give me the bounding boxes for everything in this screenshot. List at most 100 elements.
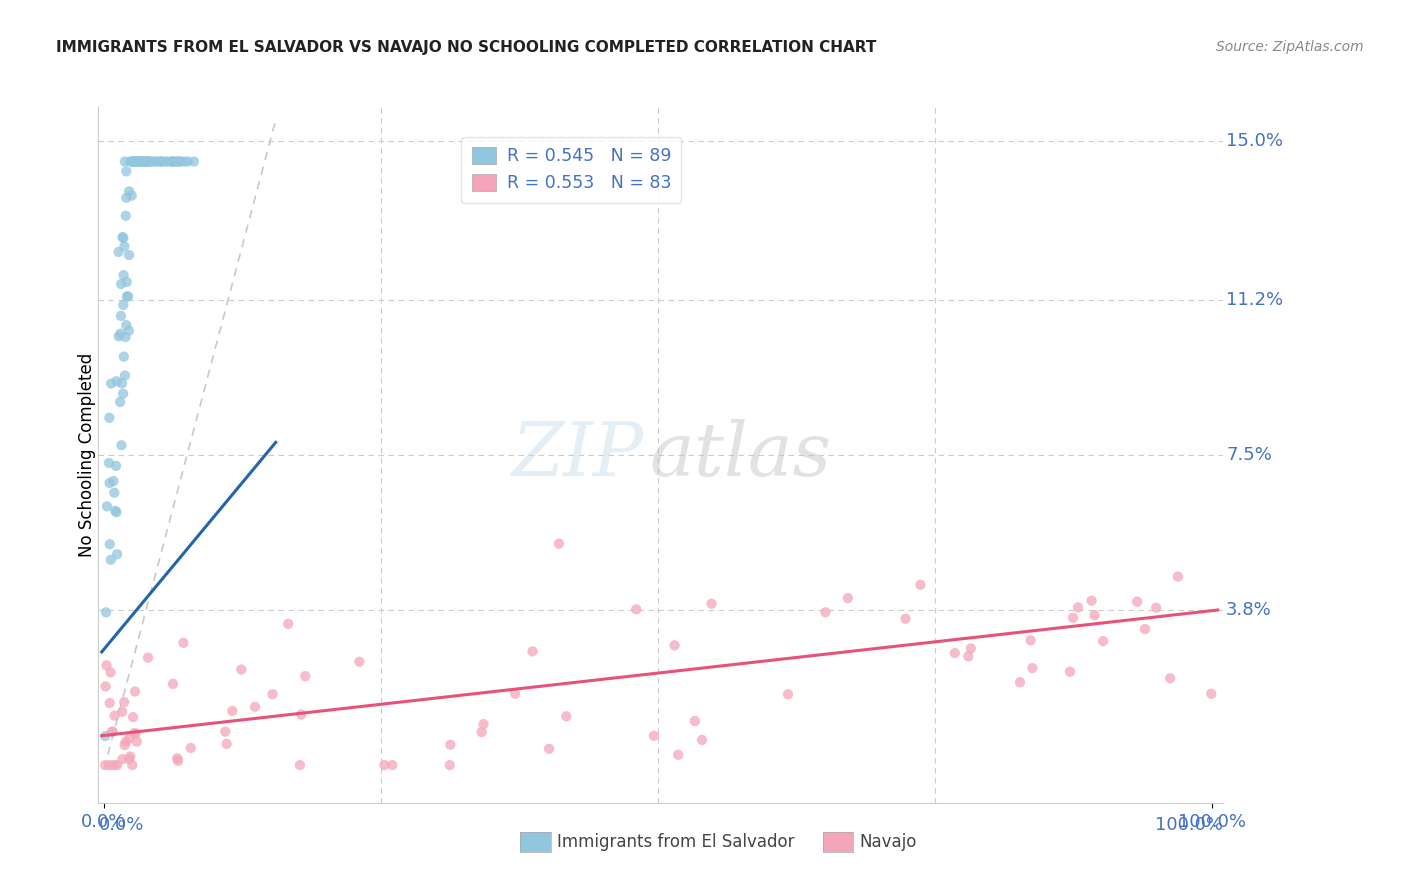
- Point: [136, 650, 159, 665]
- Point: [141, 154, 163, 169]
- Point: [115, 164, 138, 178]
- Point: [114, 368, 136, 383]
- Point: [125, 726, 148, 740]
- Text: Navajo: Navajo: [859, 833, 917, 851]
- Point: [111, 705, 134, 719]
- Point: [162, 677, 184, 691]
- Point: [115, 191, 138, 205]
- Point: [538, 741, 561, 756]
- Point: [1067, 600, 1090, 615]
- Point: [163, 154, 186, 169]
- Text: 3.8%: 3.8%: [1226, 601, 1272, 619]
- Point: [167, 754, 190, 768]
- Point: [139, 154, 162, 169]
- Point: [121, 154, 143, 169]
- Point: [103, 758, 125, 772]
- Point: [111, 752, 134, 766]
- Point: [122, 710, 145, 724]
- Point: [471, 725, 494, 739]
- Point: [110, 326, 132, 341]
- Point: [1062, 611, 1084, 625]
- Point: [910, 578, 932, 592]
- Point: [1159, 671, 1181, 685]
- Point: [101, 724, 124, 739]
- Point: [98, 475, 121, 490]
- Point: [128, 154, 150, 169]
- Point: [112, 298, 135, 312]
- Point: [101, 724, 124, 739]
- Point: [135, 154, 157, 169]
- Point: [145, 154, 167, 169]
- Point: [700, 597, 723, 611]
- Point: [100, 376, 122, 391]
- Point: [1080, 593, 1102, 607]
- Point: [160, 154, 183, 169]
- Point: [120, 154, 142, 169]
- Point: [156, 154, 179, 169]
- Point: [136, 154, 159, 169]
- Point: [108, 395, 131, 409]
- Point: [112, 350, 135, 364]
- Point: [124, 154, 146, 169]
- Point: [98, 537, 121, 551]
- Point: [125, 154, 148, 169]
- Text: IMMIGRANTS FROM EL SALVADOR VS NAVAJO NO SCHOOLING COMPLETED CORRELATION CHART: IMMIGRANTS FROM EL SALVADOR VS NAVAJO NO…: [56, 40, 876, 55]
- Point: [153, 154, 176, 169]
- Point: [118, 324, 141, 338]
- Point: [105, 547, 128, 561]
- Point: [1059, 665, 1081, 679]
- Point: [114, 330, 136, 344]
- Point: [1167, 569, 1189, 583]
- Point: [94, 605, 117, 619]
- Point: [503, 687, 526, 701]
- Point: [960, 641, 983, 656]
- Point: [129, 154, 152, 169]
- Point: [1021, 661, 1043, 675]
- Point: [122, 154, 145, 169]
- Point: [120, 749, 142, 764]
- Point: [214, 724, 236, 739]
- Point: [177, 154, 200, 169]
- Point: [814, 605, 837, 619]
- Point: [231, 663, 253, 677]
- Y-axis label: No Schooling Completed: No Schooling Completed: [79, 353, 96, 557]
- Point: [124, 154, 146, 169]
- Point: [111, 230, 134, 244]
- Point: [105, 505, 128, 519]
- Text: ZIP: ZIP: [512, 418, 644, 491]
- Point: [135, 154, 157, 169]
- Point: [167, 154, 190, 169]
- Point: [1144, 600, 1167, 615]
- Point: [125, 734, 148, 748]
- Point: [103, 474, 125, 488]
- Point: [98, 410, 121, 425]
- Point: [121, 758, 143, 772]
- Point: [626, 602, 648, 616]
- Point: [104, 708, 127, 723]
- Point: [97, 456, 120, 470]
- Point: [136, 154, 159, 169]
- Point: [112, 386, 135, 401]
- Point: [277, 616, 299, 631]
- Point: [115, 318, 138, 333]
- Text: 7.5%: 7.5%: [1226, 446, 1272, 464]
- Point: [1133, 622, 1156, 636]
- Point: [112, 268, 135, 282]
- Point: [472, 717, 495, 731]
- Point: [548, 536, 571, 550]
- Point: [98, 758, 121, 772]
- Point: [776, 687, 799, 701]
- Point: [183, 154, 205, 169]
- Point: [690, 732, 713, 747]
- Point: [215, 737, 238, 751]
- Point: [105, 458, 128, 473]
- Text: 0.0%: 0.0%: [98, 816, 143, 834]
- Point: [118, 752, 141, 766]
- Text: 11.2%: 11.2%: [1226, 291, 1284, 309]
- Point: [173, 154, 195, 169]
- Point: [114, 735, 136, 749]
- Text: 100.0%: 100.0%: [1156, 816, 1223, 834]
- Point: [664, 638, 686, 652]
- Point: [150, 154, 173, 169]
- Point: [98, 696, 121, 710]
